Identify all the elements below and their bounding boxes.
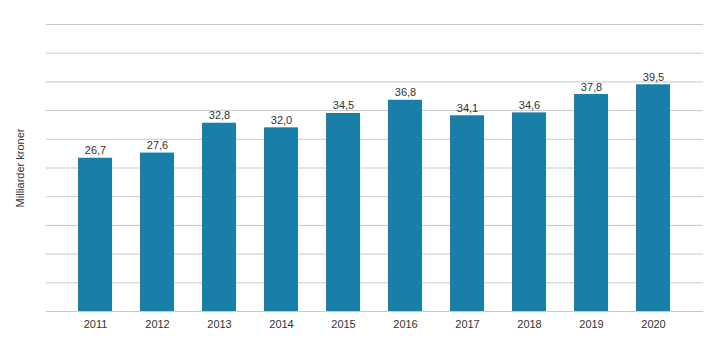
svg-text:2011: 2011 [84, 318, 108, 330]
svg-text:32,8: 32,8 [209, 109, 230, 121]
svg-text:36,8: 36,8 [395, 86, 416, 98]
svg-text:2012: 2012 [145, 318, 169, 330]
svg-text:2019: 2019 [579, 318, 603, 330]
svg-text:2015: 2015 [331, 318, 355, 330]
svg-text:34,6: 34,6 [519, 99, 540, 111]
svg-text:2018: 2018 [517, 318, 541, 330]
svg-text:2017: 2017 [455, 318, 479, 330]
svg-text:34,1: 34,1 [457, 102, 478, 114]
svg-text:2014: 2014 [269, 318, 293, 330]
svg-text:27,6: 27,6 [147, 139, 168, 151]
svg-text:37,8: 37,8 [581, 81, 602, 93]
svg-text:34,5: 34,5 [333, 99, 354, 111]
svg-text:39,5: 39,5 [643, 71, 664, 83]
svg-text:32,0: 32,0 [271, 114, 292, 126]
svg-text:2016: 2016 [393, 318, 417, 330]
svg-text:2013: 2013 [207, 318, 231, 330]
svg-text:26,7: 26,7 [85, 144, 106, 156]
svg-text:2020: 2020 [641, 318, 665, 330]
svg-text:Milliarder kroner: Milliarder kroner [14, 128, 26, 207]
